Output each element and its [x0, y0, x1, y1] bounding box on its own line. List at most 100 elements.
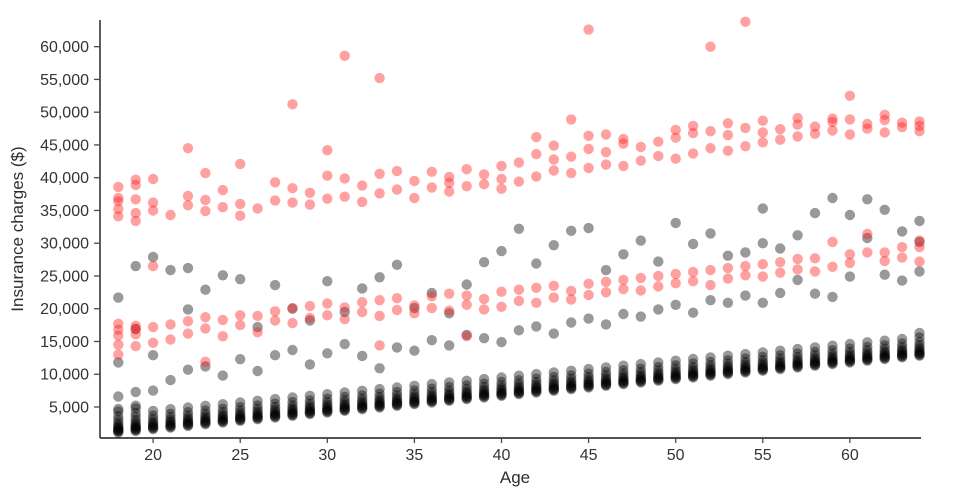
data-point-black — [322, 403, 333, 414]
data-point-black — [339, 391, 350, 403]
data-point-red — [879, 114, 890, 126]
data-point-red — [566, 167, 577, 179]
data-point-black — [252, 403, 263, 414]
data-point-black — [374, 363, 385, 374]
data-point-red — [426, 302, 437, 314]
data-point-black — [130, 386, 141, 398]
y-tick-label: 25,000 — [40, 268, 89, 285]
data-point-red — [809, 128, 821, 139]
data-point-black — [513, 378, 525, 389]
data-point-red — [235, 210, 246, 221]
data-point-red — [182, 143, 194, 154]
data-point-black — [775, 362, 786, 373]
data-point-black — [896, 351, 908, 362]
data-point-red — [862, 247, 873, 258]
data-point-black — [792, 356, 803, 367]
data-point-red — [548, 280, 559, 291]
data-point-red — [130, 215, 141, 227]
data-point-black — [304, 390, 316, 401]
data-point-black — [217, 416, 228, 427]
data-point-red — [722, 273, 734, 284]
data-point-red — [635, 285, 646, 296]
data-point-black — [757, 361, 768, 372]
data-point-black — [670, 363, 681, 374]
data-point-black — [792, 230, 803, 241]
data-point-black — [200, 405, 211, 416]
data-point-black — [670, 370, 681, 382]
data-point-red — [461, 181, 472, 192]
data-point-black — [914, 266, 925, 277]
data-point-black — [252, 321, 263, 333]
data-point-black — [687, 371, 699, 382]
data-point-black — [357, 283, 368, 294]
data-point-black — [722, 250, 734, 261]
data-point-black — [809, 207, 821, 219]
data-point-red — [896, 117, 908, 128]
data-point-black — [914, 236, 925, 248]
data-point-black — [531, 381, 542, 392]
data-point-black — [775, 359, 786, 370]
data-point-black — [444, 381, 455, 393]
data-point-black — [444, 392, 455, 403]
data-point-black — [357, 404, 368, 415]
data-point-black — [513, 384, 525, 395]
data-point-black — [635, 375, 646, 386]
data-point-black — [322, 396, 333, 408]
data-point-black — [182, 417, 194, 429]
data-point-black — [357, 390, 368, 401]
data-point-red — [409, 308, 420, 319]
data-point-black — [862, 352, 873, 363]
data-point-black — [757, 347, 768, 358]
data-point-red — [113, 324, 124, 335]
data-point-black — [322, 401, 333, 412]
data-point-black — [339, 401, 350, 412]
data-point-red — [461, 331, 472, 342]
data-point-black — [182, 419, 194, 431]
data-point-red — [844, 114, 856, 125]
data-point-black — [426, 397, 437, 408]
data-point-black — [147, 350, 159, 361]
data-point-red — [165, 319, 176, 330]
data-point-black — [200, 415, 211, 427]
data-point-black — [879, 347, 890, 359]
data-point-red — [357, 306, 368, 318]
data-point-red — [130, 340, 141, 352]
data-point-black — [705, 352, 716, 363]
data-point-black — [322, 399, 333, 410]
data-point-black — [914, 346, 925, 357]
data-point-black — [635, 366, 646, 378]
data-point-red — [862, 228, 873, 240]
data-point-red — [113, 192, 124, 204]
data-point-black — [113, 417, 124, 428]
x-tick-label: 35 — [406, 447, 424, 464]
data-point-black — [548, 382, 559, 393]
data-point-red — [914, 126, 925, 137]
data-point-black — [531, 385, 542, 396]
data-point-black — [548, 379, 559, 391]
data-point-black — [618, 373, 629, 384]
data-point-black — [478, 390, 490, 401]
data-point-black — [687, 238, 699, 250]
data-point-black — [478, 386, 490, 397]
data-point-black — [147, 251, 159, 263]
data-point-red — [792, 264, 803, 275]
data-point-red — [757, 259, 768, 270]
data-point-red — [548, 292, 559, 303]
data-point-red — [705, 41, 716, 52]
data-point-black — [200, 417, 211, 428]
data-point-black — [635, 376, 646, 387]
data-point-black — [844, 351, 856, 362]
data-point-black — [740, 364, 751, 375]
data-point-black — [740, 362, 751, 374]
data-point-black — [809, 342, 821, 353]
data-point-black — [235, 411, 246, 422]
data-point-black — [775, 287, 786, 299]
data-point-black — [914, 349, 925, 360]
data-point-black — [513, 381, 525, 392]
data-point-black — [269, 393, 281, 405]
data-point-black — [635, 372, 646, 384]
data-point-black — [722, 362, 734, 374]
data-point-black — [165, 416, 176, 427]
data-point-red — [896, 241, 908, 253]
data-point-black — [722, 364, 734, 375]
